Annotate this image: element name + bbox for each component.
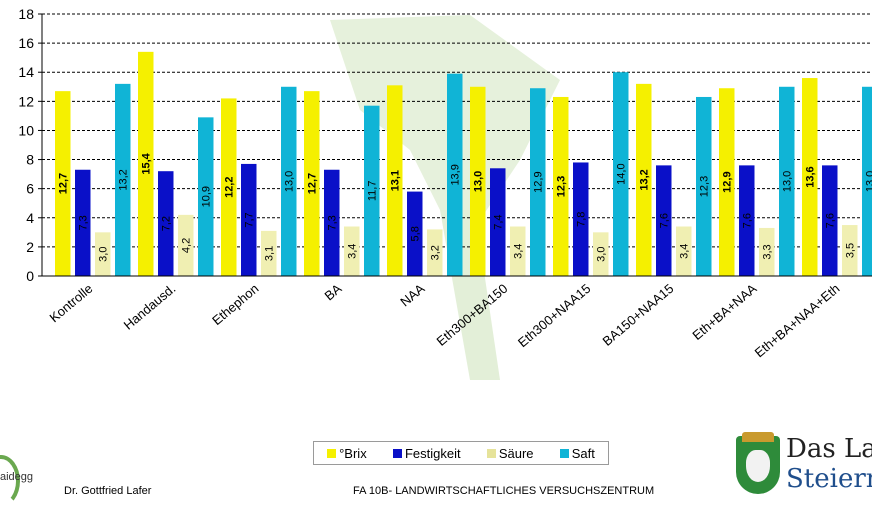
bar-value-label: 13,2: [118, 169, 130, 190]
legend-label-saeure: Säure: [499, 446, 534, 461]
bar-value-label: 3,2: [430, 245, 442, 260]
bar-value-label: 12,9: [722, 171, 734, 192]
x-tick-label: BA150+NAA15: [600, 281, 677, 349]
bar-value-label: 7,6: [742, 213, 754, 228]
x-tick-label: Eth+BA+NAA: [689, 281, 759, 343]
x-tick-label: BA: [322, 281, 345, 304]
bar-value-label: 3,5: [845, 243, 857, 258]
bar-value-label: 3,4: [347, 244, 359, 259]
legend-item-brix: °Brix: [327, 446, 367, 461]
bar-value-label: 3,4: [513, 244, 525, 259]
x-tick-label: Eth+BA+NAA+Eth: [752, 281, 843, 361]
y-tick-label: 10: [18, 122, 34, 138]
y-tick-label: 18: [18, 6, 34, 22]
x-tick-label: Ethephon: [209, 281, 261, 328]
bar-value-label: 7,2: [161, 216, 173, 231]
legend-label-saft: Saft: [572, 446, 595, 461]
bar-value-label: 3,3: [762, 244, 774, 259]
chart-legend: °Brix Festigkeit Säure Saft: [313, 441, 609, 465]
bar-value-label: 13,1: [390, 170, 402, 191]
bar-value-label: 4,2: [181, 238, 193, 253]
bar-value-label: 12,2: [224, 177, 236, 198]
bar-value-label: 3,1: [264, 246, 276, 261]
legend-item-saft: Saft: [560, 446, 595, 461]
styria-crest-icon: [736, 436, 780, 494]
institute-logo-text: aidegg: [0, 471, 33, 483]
bar-value-label: 15,4: [141, 152, 153, 174]
bar-value-label: 13,9: [450, 164, 462, 185]
bar-value-label: 7,7: [244, 212, 256, 227]
state-logo-line1: Das La: [786, 434, 872, 464]
bar-value-label: 14,0: [616, 163, 628, 184]
bar-value-label: 3,0: [596, 247, 608, 262]
legend-label-brix: °Brix: [339, 446, 367, 461]
footer-institution: FA 10B- LANDWIRTSCHAFTLICHES VERSUCHSZEN…: [353, 485, 654, 497]
legend-swatch-saeure: [487, 449, 496, 458]
legend-item-saeure: Säure: [487, 446, 534, 461]
y-tick-label: 8: [26, 152, 34, 168]
bar-value-label: 7,3: [78, 215, 90, 230]
bar-value-label: 12,3: [699, 176, 711, 197]
bar-value-label: 13,0: [782, 171, 794, 192]
bar-value-label: 7,8: [576, 212, 588, 227]
legend-swatch-saft: [560, 449, 569, 458]
y-tick-label: 14: [18, 64, 34, 80]
x-tick-label: Eth300+NAA15: [515, 281, 594, 350]
bar-value-label: 12,7: [58, 173, 70, 194]
bar-value-label: 13,2: [639, 169, 651, 190]
legend-label-festigkeit: Festigkeit: [405, 446, 461, 461]
y-tick-label: 6: [26, 181, 34, 197]
bar-value-label: 13,0: [473, 171, 485, 192]
footer-author: Dr. Gottfried Lafer: [64, 485, 151, 497]
y-tick-label: 12: [18, 93, 34, 109]
bar-value-label: 7,6: [825, 213, 837, 228]
bar-value-label: 12,7: [307, 173, 319, 194]
bar-value-label: 12,9: [533, 171, 545, 192]
bar-value-label: 11,7: [367, 181, 379, 202]
bar-value-label: 7,3: [327, 215, 339, 230]
state-logo: Das La Steierm: [736, 432, 872, 499]
bar-value-label: 13,6: [805, 166, 817, 187]
bar-value-label: 13,0: [865, 171, 872, 192]
y-tick-label: 16: [18, 35, 34, 51]
bar-value-label: 3,4: [679, 244, 691, 259]
bar-value-label: 13,0: [284, 171, 296, 192]
bar-chart: 12,7 7,3 3,0 13,2 15,4 7,2 4,2 10,9 12,2 7,7 3,1 13…: [0, 0, 872, 440]
bar-value-label: 7,4: [493, 214, 505, 229]
state-logo-line2: Steierm: [786, 464, 872, 494]
x-tick-label: NAA: [397, 281, 427, 310]
legend-item-festigkeit: Festigkeit: [393, 446, 461, 461]
x-tick-label: Handausd.: [121, 281, 179, 333]
x-tick-label: Kontrolle: [46, 281, 95, 325]
y-tick-label: 2: [26, 239, 34, 255]
bar-value-label: 5,8: [410, 226, 422, 241]
bar-value-label: 10,9: [201, 186, 213, 207]
bar-value-label: 7,6: [659, 213, 671, 228]
legend-swatch-festigkeit: [393, 449, 402, 458]
bar-value-label: 3,0: [98, 247, 110, 262]
legend-swatch-brix: [327, 449, 336, 458]
y-tick-label: 0: [26, 268, 34, 284]
bar-value-label: 12,3: [556, 176, 568, 197]
y-tick-label: 4: [26, 210, 34, 226]
